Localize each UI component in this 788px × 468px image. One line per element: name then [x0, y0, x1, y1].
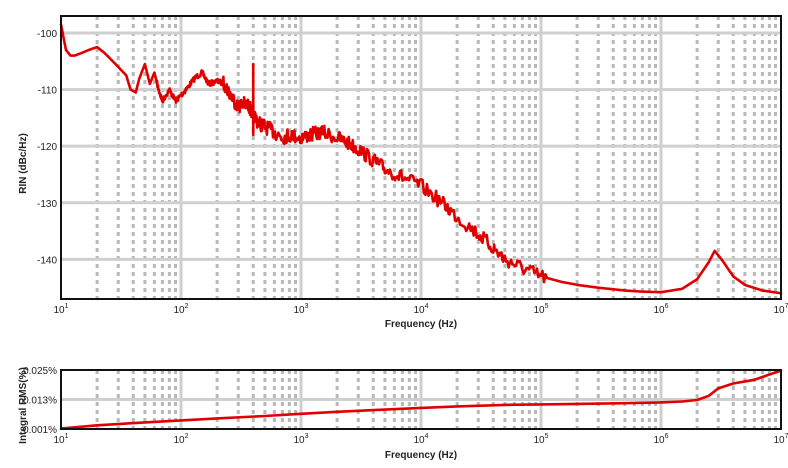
- integral-rms-y-tick-labels: 0.001% 0.013% 0.025%: [23, 366, 57, 436]
- y-tick-label: 0.001%: [23, 425, 57, 436]
- y-tick-label: -140: [37, 255, 57, 266]
- y-tick-label: 0.013%: [23, 396, 57, 407]
- x-tick-label: 101: [53, 303, 68, 316]
- series-line: [59, 369, 783, 430]
- rin-grid: [61, 16, 781, 299]
- x-tick-label: 107: [773, 303, 788, 316]
- x-tick-label: 106: [653, 303, 668, 316]
- integral-rms-x-axis-label: Frequency (Hz): [385, 450, 457, 461]
- x-tick-label: 105: [533, 303, 548, 316]
- series-line: [59, 23, 783, 295]
- integral-rms-plot: 101 102 103 104 105 106 107 0.001% 0.013% 0.025%…: [18, 366, 788, 461]
- rin-plot: 101 102 103 104 105 106 107 -100-110-120-130-1…: [18, 15, 788, 330]
- x-tick-label: 106: [653, 433, 668, 446]
- y-tick-label: -110: [38, 86, 58, 97]
- x-tick-label: 102: [173, 303, 188, 316]
- rin-series: [59, 23, 783, 295]
- x-tick-label: 104: [413, 433, 428, 446]
- y-tick-label: -130: [37, 199, 57, 210]
- rin-y-axis-label: RIN (dBc/Hz): [18, 133, 29, 194]
- integral-rms-y-axis-label: Integral RMS(%): [18, 367, 29, 444]
- x-tick-label: 103: [293, 303, 308, 316]
- y-tick-label: -100: [37, 29, 57, 40]
- rin-plot-frame: [60, 15, 782, 300]
- x-tick-label: 101: [53, 433, 68, 446]
- rin-x-axis-label: Frequency (Hz): [385, 319, 457, 330]
- y-tick-label: -120: [37, 142, 57, 153]
- x-tick-label: 102: [173, 433, 188, 446]
- x-tick-label: 103: [293, 433, 308, 446]
- integral-rms-series: [59, 369, 783, 430]
- rin-y-tick-labels: -100 -110 -120 -130 -140: [37, 29, 57, 266]
- y-tick-label: 0.025%: [23, 366, 57, 377]
- x-tick-label: 107: [773, 433, 788, 446]
- x-tick-label: 104: [413, 303, 428, 316]
- integral-rms-plot-frame: [60, 369, 782, 430]
- x-tick-label: 105: [533, 433, 548, 446]
- integral-rms-x-tick-labels: 101 102 103 104 105 106 107: [53, 433, 788, 446]
- rin-x-tick-labels: 101 102 103 104 105 106 107: [53, 303, 788, 316]
- integral-rms-grid: [61, 370, 781, 429]
